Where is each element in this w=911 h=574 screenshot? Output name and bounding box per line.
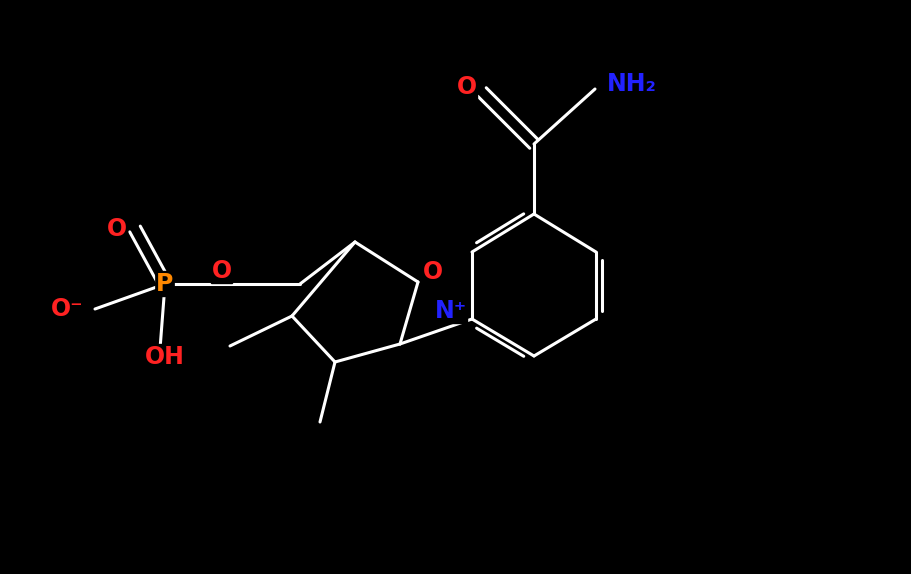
Text: O: O — [107, 217, 127, 241]
Text: OH: OH — [145, 345, 185, 369]
Text: N⁺: N⁺ — [435, 299, 466, 323]
Text: O: O — [456, 75, 476, 99]
Text: NH₂: NH₂ — [607, 72, 656, 96]
Text: O⁻: O⁻ — [50, 297, 83, 321]
Text: O: O — [211, 259, 231, 283]
Text: O: O — [423, 260, 443, 284]
Text: P: P — [156, 272, 173, 296]
